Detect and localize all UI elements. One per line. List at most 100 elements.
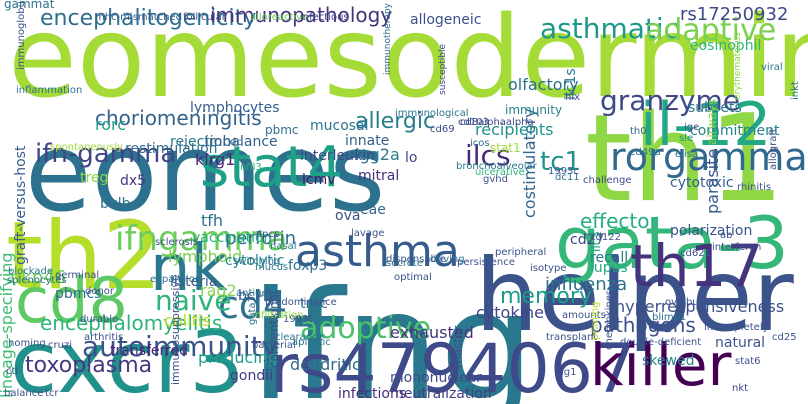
word-igg2a: igg2a xyxy=(355,145,400,164)
word-olfactory: olfactory xyxy=(508,75,579,94)
word-airways: airways xyxy=(705,99,719,145)
word-secrete: secrete xyxy=(386,258,423,269)
word-rs17250932: rs17250932 xyxy=(680,4,788,25)
word-foxp3: foxp3 xyxy=(288,258,327,274)
word-cd4: cd4 xyxy=(218,283,287,327)
word-dx5: dx5 xyxy=(120,173,146,189)
word-nkt: nkt xyxy=(732,383,748,394)
word-truc: truc xyxy=(300,296,328,312)
word-il-12: il-12 xyxy=(640,90,771,160)
word-inflammation: inflammation xyxy=(16,85,82,96)
word-priming: priming xyxy=(590,302,601,340)
word-infections: infections xyxy=(338,386,406,402)
word-germinal: germinal xyxy=(55,270,99,281)
word-interleukin: interleukin xyxy=(300,148,375,164)
word-th17: th17 xyxy=(630,232,763,300)
word-splenocytes: splenocytes xyxy=(7,275,67,286)
word-lymphoid: lymphoid xyxy=(168,247,242,266)
word-toxoplasma: toxoplasma xyxy=(25,353,152,378)
word-infiltration: infiltration xyxy=(252,310,304,321)
word-asthma: asthma xyxy=(295,226,460,277)
word-treg: treg xyxy=(80,170,108,186)
word-susceptible: susceptible xyxy=(438,43,448,95)
word-cd49a: cd49a xyxy=(630,147,661,158)
word-conventional: conventional xyxy=(267,291,281,368)
word-tfh: tfh xyxy=(201,211,223,230)
word-blockade: blockade xyxy=(8,266,53,277)
word-colitis: colitis xyxy=(164,311,211,330)
word-incompletely: incompletely xyxy=(704,322,769,333)
word-elisa: elisa xyxy=(675,149,698,160)
word-recall: recall xyxy=(590,250,628,266)
word-immunopathology: immunopathology xyxy=(210,3,392,27)
word-rag2: rag2 xyxy=(200,281,237,300)
word-th2: th2 xyxy=(6,202,162,311)
word-bronchoalveolar: bronchoalveolar xyxy=(456,161,538,172)
word-cxcr3: cxcr3 xyxy=(10,313,244,404)
word-nfil3: nfil3 xyxy=(240,162,262,173)
word-follicular: follicular xyxy=(183,12,227,23)
word-cd8: cd8 xyxy=(15,264,128,337)
word-optimal: optimal xyxy=(394,272,432,283)
word-producing: producing xyxy=(198,348,278,367)
word-mononuclear: mononuclear xyxy=(390,370,482,386)
word-cd25: cd25 xyxy=(772,332,797,343)
word-immunological: immunological xyxy=(395,108,468,119)
word-immunity: immunity xyxy=(505,103,562,117)
word-pbmcs: pbmcs xyxy=(55,286,101,302)
word-gata3: gata3 xyxy=(247,296,258,325)
word-pbmc: pbmc xyxy=(265,123,299,137)
word-cd103: cd103 xyxy=(458,117,489,128)
word-ifng: ifng xyxy=(250,260,535,404)
word-lavage: lavage xyxy=(351,228,384,239)
word-allogeneic: allogeneic xyxy=(410,12,482,28)
word-neutralization: neutralization xyxy=(395,386,492,402)
word-ab: ab xyxy=(720,230,732,241)
word-icos: icos xyxy=(470,138,490,149)
word-stat1: stat1 xyxy=(490,141,521,155)
word-expansion: expansion xyxy=(150,274,201,285)
word-interferon: interferon xyxy=(712,242,761,253)
word-effector: effector xyxy=(580,209,658,233)
word-lo: lo xyxy=(405,150,417,166)
word-cytokine: cytokine xyxy=(476,303,544,322)
word-eae: eae xyxy=(360,202,386,218)
word-cd27: cd27 xyxy=(570,232,604,248)
word-inkt: inkt xyxy=(790,81,801,100)
word-apcs: apcs xyxy=(256,229,279,240)
word-gammat: gammat xyxy=(4,0,55,11)
word-ifngamma: ifngamma xyxy=(115,219,287,259)
word-bcl-6: bcl-6 xyxy=(238,288,273,304)
word-innate: innate xyxy=(345,133,389,149)
word-stat6: stat6 xyxy=(735,356,761,367)
word-immunotherapy: immunotherapy xyxy=(383,2,393,75)
word-naive: naive xyxy=(155,284,231,317)
word-commitment: commitment xyxy=(690,123,780,139)
word-influenza: influenza xyxy=(545,274,627,295)
word-nkp46: nkp46 xyxy=(10,267,66,288)
word-dispensable: dispensable xyxy=(386,254,446,265)
word-natural: natural xyxy=(715,335,765,351)
word-challenge: challenge xyxy=(583,175,632,186)
word-cd621: cd621 xyxy=(680,248,711,259)
word-transferred: transferred xyxy=(110,343,188,359)
word-cd69: cd69 xyxy=(430,124,455,135)
word-donor: donor xyxy=(85,286,115,297)
word-graft-versus-host: graft-versus-host xyxy=(13,145,29,265)
word-stat4: stat4 xyxy=(200,135,343,200)
word-mhc-mismatched: mhc-mismatched xyxy=(95,12,182,23)
word-spontaneously: spontaneously xyxy=(50,142,123,153)
word-cd8alphaalpha: cd8alphaalpha xyxy=(460,117,534,128)
word-eomes: eomes xyxy=(25,111,385,236)
word-sle: sle xyxy=(679,133,693,144)
word-tcr: tcr xyxy=(45,388,59,399)
word-lymphocytes: lymphocytes xyxy=(190,100,280,116)
word-allergic: allergic xyxy=(355,109,435,134)
word-polarization: polarization xyxy=(670,223,752,239)
word-th1: th1 xyxy=(585,90,784,229)
word-lcmv: lcmv xyxy=(302,172,336,188)
word-immunoglobulin: immunoglobulin xyxy=(16,0,27,70)
word-arthritis: arthritis xyxy=(84,332,123,343)
word-pathogens: pathogens xyxy=(590,313,696,337)
word-clearance: clearance xyxy=(275,332,324,343)
